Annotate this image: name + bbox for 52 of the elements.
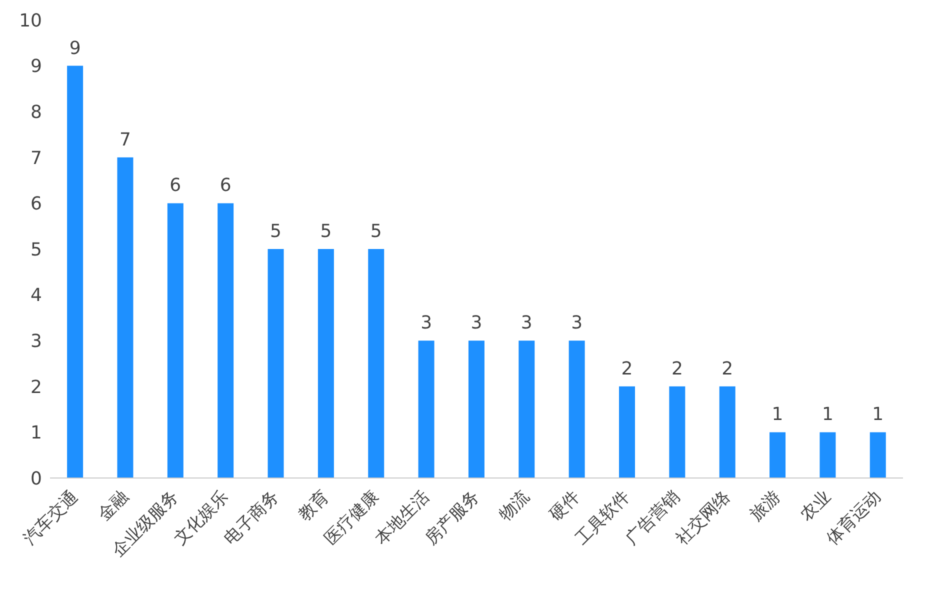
bar bbox=[218, 203, 234, 478]
y-tick-label: 9 bbox=[30, 56, 42, 78]
bar bbox=[669, 386, 686, 478]
bar bbox=[318, 249, 334, 478]
x-tick-label: 农业 bbox=[796, 486, 835, 526]
data-label: 2 bbox=[621, 358, 633, 380]
x-tick-label: 物流 bbox=[496, 486, 534, 526]
data-label: 1 bbox=[872, 404, 884, 426]
bar bbox=[117, 157, 134, 478]
x-tick-label: 硬件 bbox=[546, 486, 584, 526]
bar bbox=[719, 386, 736, 478]
y-tick-label: 6 bbox=[30, 194, 42, 215]
data-label: 7 bbox=[120, 129, 131, 150]
data-label: 3 bbox=[420, 312, 432, 334]
bar bbox=[870, 432, 886, 478]
y-tick-label: 3 bbox=[30, 330, 42, 352]
bar bbox=[820, 432, 836, 478]
data-label: 6 bbox=[170, 175, 182, 196]
y-tick-label: 8 bbox=[30, 102, 42, 123]
data-label: 3 bbox=[520, 312, 532, 334]
data-label: 9 bbox=[69, 38, 81, 59]
data-label: 2 bbox=[722, 358, 734, 380]
y-tick-label: 2 bbox=[30, 376, 42, 398]
data-label: 1 bbox=[772, 404, 784, 426]
x-tick-label: 教育 bbox=[294, 486, 334, 526]
bar bbox=[619, 386, 635, 478]
x-tick-label: 旅游 bbox=[746, 486, 785, 526]
y-tick-label: 7 bbox=[30, 148, 42, 169]
y-tick-label: 10 bbox=[19, 10, 42, 32]
bar bbox=[167, 203, 184, 478]
bar bbox=[368, 249, 384, 478]
bar bbox=[418, 340, 434, 478]
data-label: 5 bbox=[320, 221, 332, 242]
x-tick-label: 金融 bbox=[94, 486, 132, 526]
data-label: 3 bbox=[470, 312, 482, 334]
data-label: 6 bbox=[220, 175, 232, 196]
data-label: 2 bbox=[671, 358, 683, 380]
x-tick-label: 汽车交通 bbox=[20, 486, 82, 550]
bar bbox=[268, 249, 284, 478]
data-label: 3 bbox=[571, 312, 583, 334]
bar bbox=[518, 340, 535, 478]
y-tick-label: 5 bbox=[30, 239, 42, 260]
bar bbox=[67, 66, 84, 478]
bar bbox=[770, 432, 786, 478]
data-label: 5 bbox=[370, 221, 382, 242]
y-tick-label: 1 bbox=[30, 422, 42, 444]
data-label: 5 bbox=[270, 221, 282, 242]
bar bbox=[468, 340, 484, 478]
data-label: 1 bbox=[822, 404, 834, 426]
y-tick-label: 0 bbox=[30, 468, 42, 490]
y-tick-label: 4 bbox=[30, 285, 42, 306]
bar bbox=[568, 340, 585, 478]
